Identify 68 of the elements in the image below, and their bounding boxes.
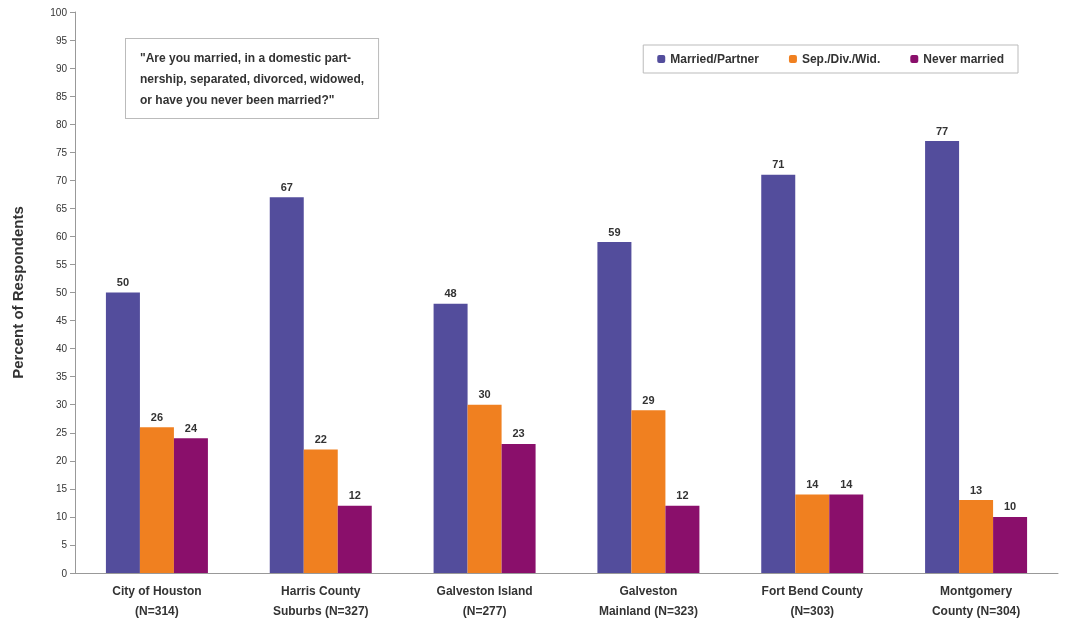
y-tick-label: 40	[55, 343, 68, 355]
y-tick-label: 100	[50, 6, 68, 18]
y-tick-label: 15	[55, 483, 68, 495]
data-label: 24	[184, 421, 198, 434]
data-label: 14	[840, 477, 854, 490]
annotation: "Are you married, in a domestic part- nership, separated, divorced, widowed, or have you never been married?"	[140, 50, 365, 107]
x-tick-label: Harris County Suburbs (N=327)	[272, 584, 369, 618]
bar	[303, 449, 338, 573]
bar	[433, 303, 468, 573]
bar	[993, 516, 1028, 573]
data-label: 77	[935, 124, 949, 137]
data-label: 12	[676, 489, 689, 502]
y-tick-label: 50	[55, 287, 68, 298]
data-label: 13	[969, 483, 983, 496]
bar	[173, 438, 208, 573]
bar	[925, 141, 960, 573]
bar	[337, 505, 372, 573]
y-axis-title: Percent of Respondents	[9, 206, 26, 379]
data-label: 59	[608, 225, 621, 238]
y-tick-label: 45	[55, 315, 68, 327]
data-label: 22	[314, 433, 327, 446]
data-label: 71	[772, 158, 785, 171]
y-tick-label: 70	[55, 174, 68, 186]
bar	[139, 427, 174, 573]
data-label: 10	[1003, 500, 1017, 513]
y-tick-label: 90	[55, 62, 68, 74]
bar	[501, 443, 536, 573]
bar	[105, 292, 140, 573]
data-label: 12	[348, 489, 361, 502]
bar	[631, 410, 666, 573]
x-tick-label: Galveston Mainland (N=323)	[598, 584, 698, 618]
data-label: 48	[444, 287, 457, 300]
legend-label: Married/Partner	[670, 52, 760, 66]
y-tick-label: 30	[55, 399, 68, 411]
y-tick-label: 5	[61, 539, 68, 551]
bar	[467, 404, 502, 573]
y-tick-label: 55	[55, 258, 68, 270]
bar	[269, 197, 304, 573]
bar	[761, 174, 796, 573]
bar	[829, 494, 864, 573]
data-label: 29	[642, 393, 655, 406]
y-tick-label: 65	[55, 202, 68, 214]
y-tick-label: 0	[61, 567, 68, 579]
x-tick-label: City of Houston (N=314)	[112, 584, 202, 618]
legend-label: Never married	[923, 52, 1005, 66]
x-tick-label: Montgomery County (N=304)	[931, 584, 1021, 618]
y-tick-label: 35	[55, 371, 68, 383]
data-label: 50	[116, 276, 130, 288]
y-tick-label: 75	[55, 146, 68, 158]
bar	[795, 494, 830, 573]
y-tick-label: 10	[55, 511, 68, 523]
data-label: 14	[806, 477, 820, 490]
y-tick-label: 60	[55, 230, 68, 242]
data-label: 30	[478, 388, 491, 401]
y-tick-label: 25	[55, 427, 68, 439]
bar	[959, 500, 994, 573]
x-tick-label: Fort Bend County (N=303)	[761, 584, 864, 618]
data-label: 26	[150, 410, 164, 423]
data-label: 67	[280, 180, 293, 193]
bar	[597, 242, 632, 573]
x-tick-label: Galveston Island (N=277)	[436, 584, 533, 618]
bar	[665, 505, 700, 573]
data-label: 23	[512, 427, 525, 440]
legend-label: Sep./Div./Wid.	[801, 52, 881, 66]
y-tick-label: 20	[55, 455, 68, 467]
y-tick-label: 85	[55, 90, 68, 102]
y-tick-label: 80	[55, 118, 68, 130]
y-tick-label: 95	[55, 34, 68, 46]
